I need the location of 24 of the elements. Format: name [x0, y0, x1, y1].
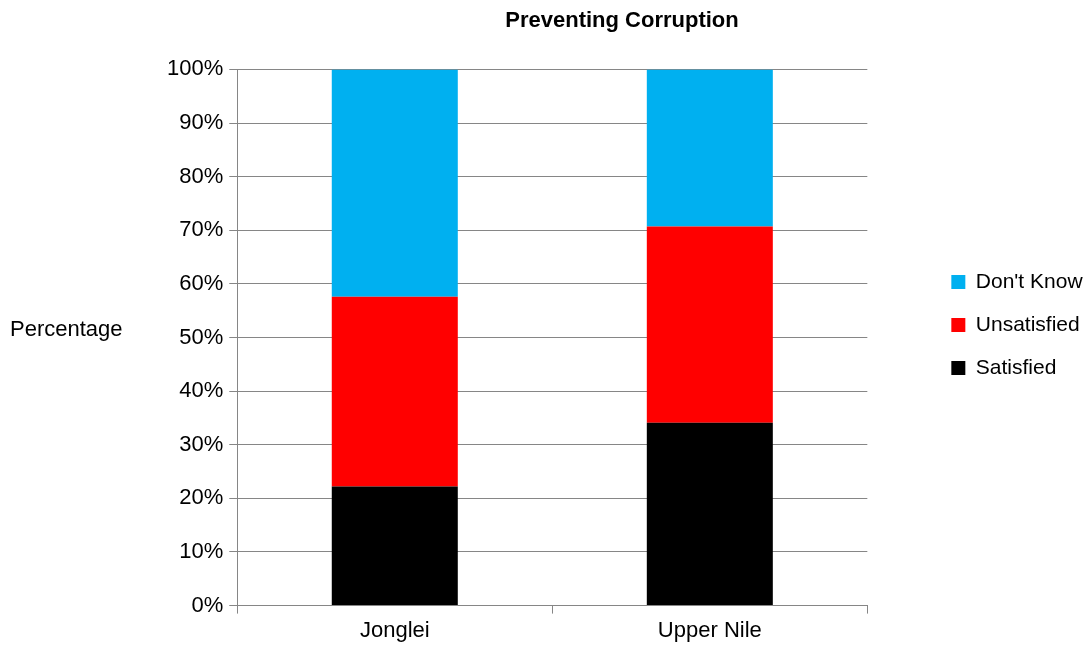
y-tick-label: 80% [179, 162, 224, 188]
y-tick-label: 20% [179, 484, 224, 510]
bar [331, 69, 458, 297]
legend-label: Unsatisfied [975, 311, 1080, 335]
bar [646, 226, 773, 423]
y-tick-label: 40% [179, 377, 224, 403]
y-tick-label: 50% [179, 323, 224, 349]
bar [646, 69, 773, 227]
y-tick-label: 60% [179, 269, 224, 295]
chart-title: Preventing Corruption [505, 7, 739, 33]
y-tick-label: 70% [179, 216, 224, 242]
y-tick-label: 0% [191, 591, 224, 617]
legend-label: Satisfied [975, 354, 1057, 378]
y-tick-label: 10% [179, 538, 224, 564]
bar [331, 296, 458, 487]
y-tick-label: 90% [179, 109, 224, 135]
bar [646, 422, 773, 606]
y-tick-label: 100% [166, 55, 224, 81]
legend-label: Don't Know [975, 268, 1084, 292]
x-tick-label: Upper Nile [657, 616, 762, 642]
x-tick-label: Jonglei [359, 616, 430, 642]
y-axis-title: Percentage [10, 316, 123, 342]
bar [331, 486, 458, 606]
y-tick-label: 30% [179, 430, 224, 456]
